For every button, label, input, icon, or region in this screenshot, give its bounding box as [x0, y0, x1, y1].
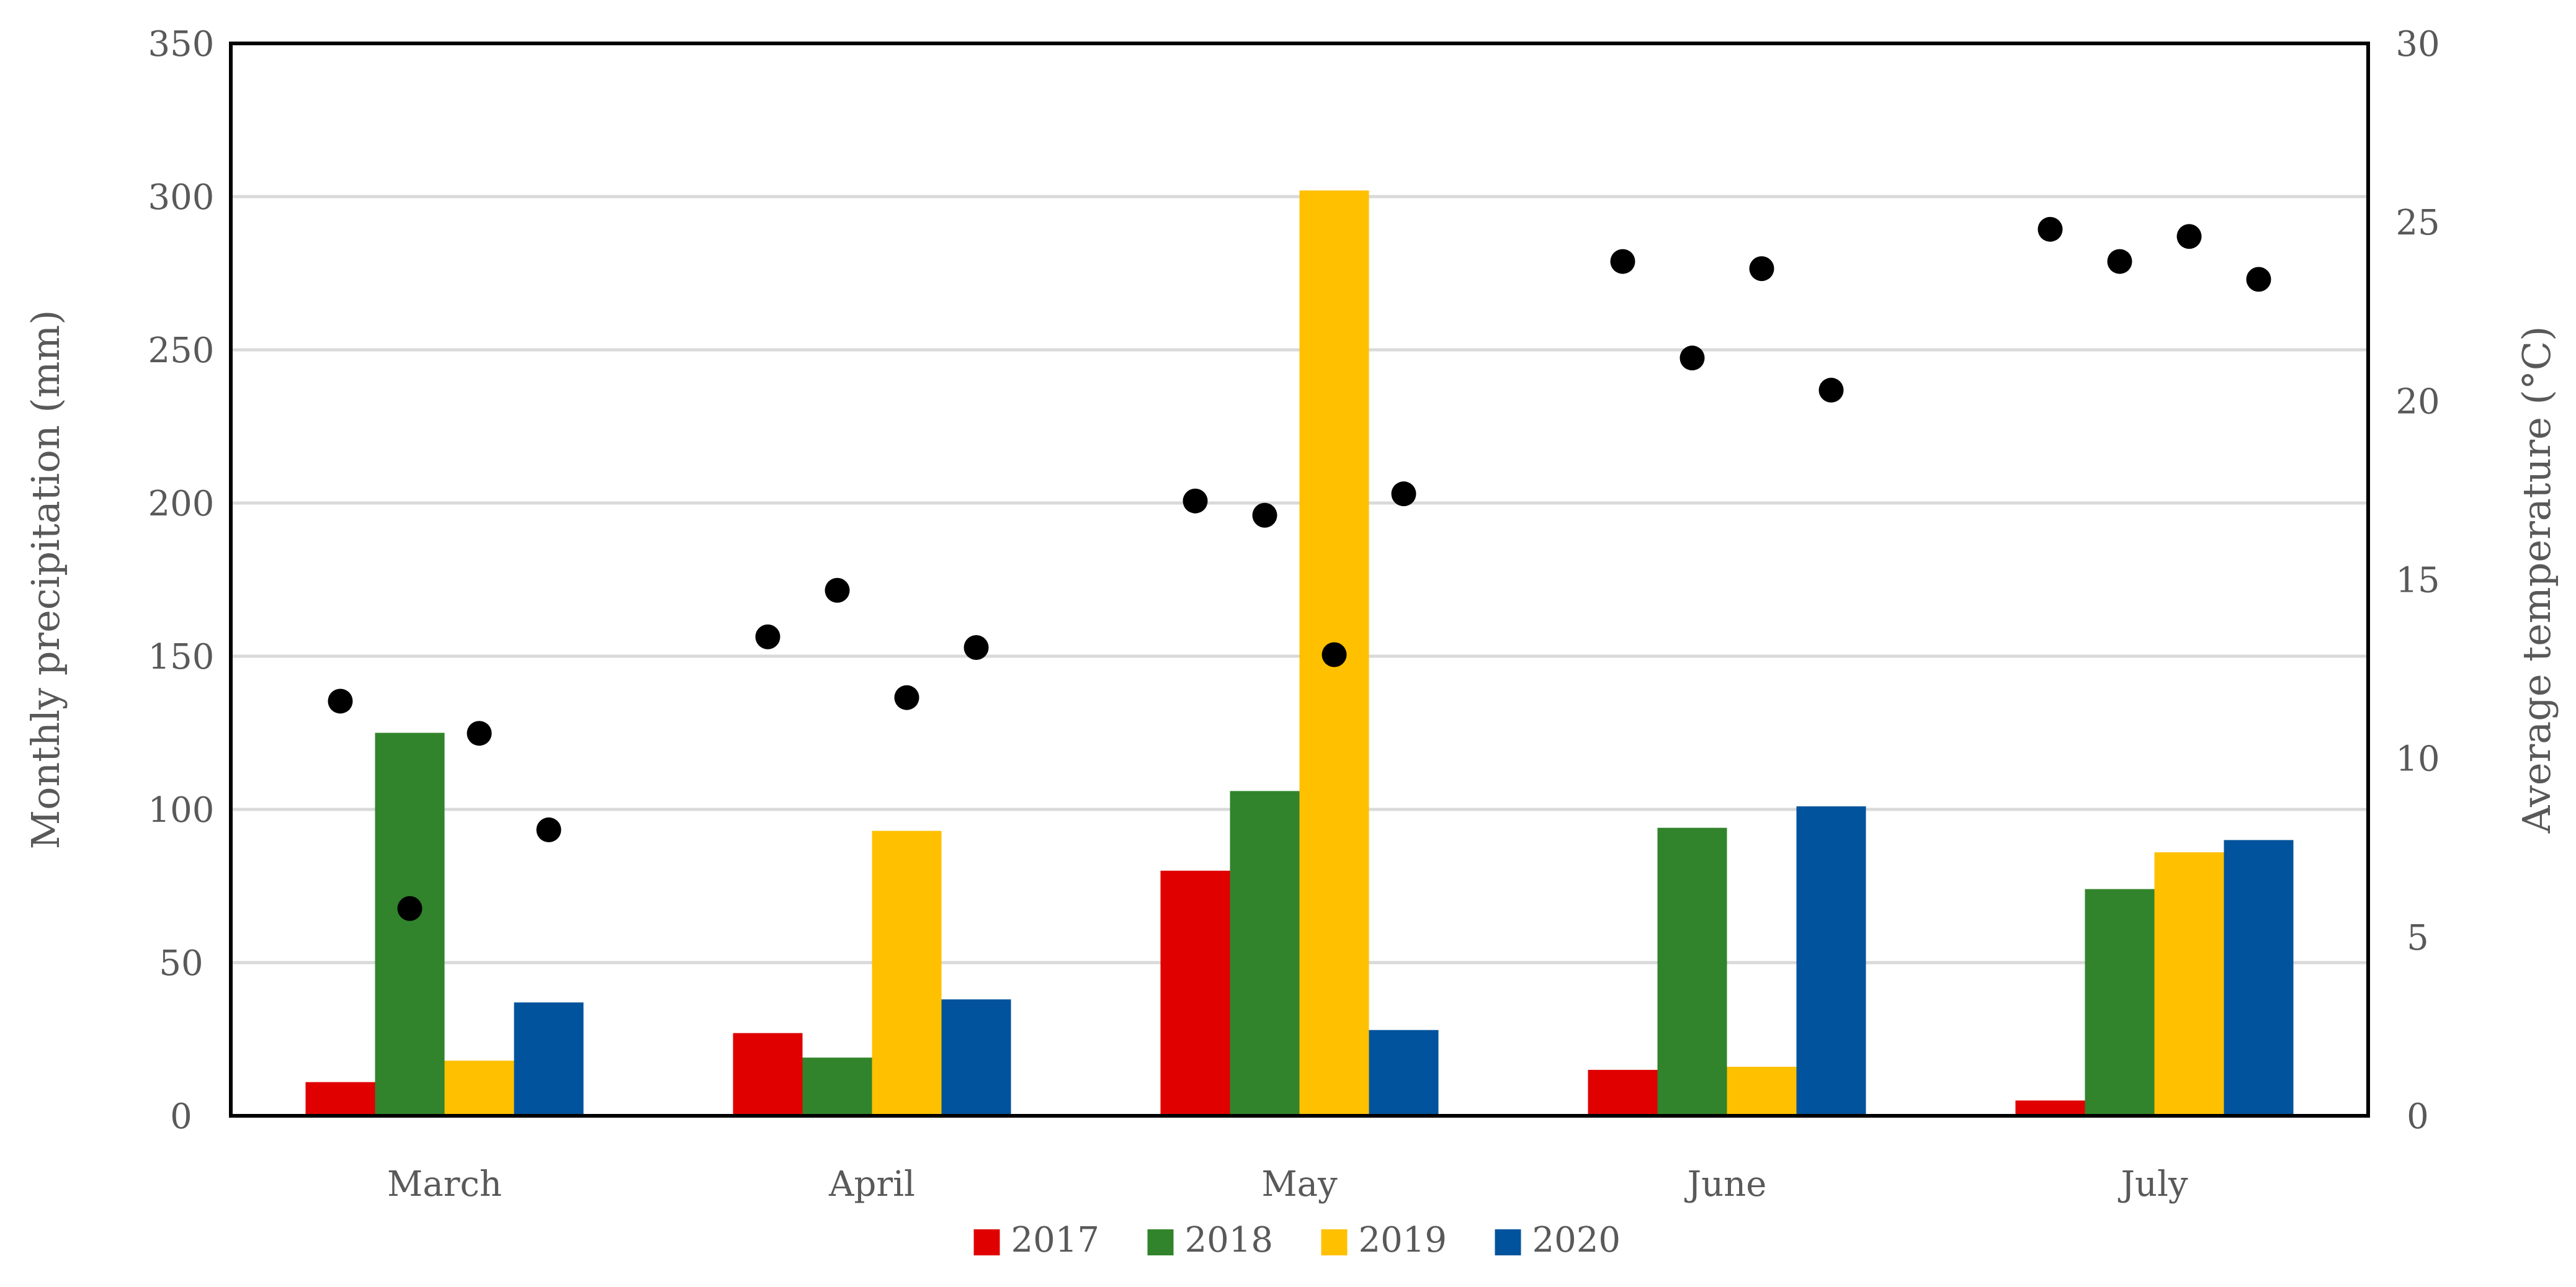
bar-march-2020 [514, 1002, 584, 1116]
bar-may-2017 [1160, 870, 1230, 1116]
temperature-point-may-2018 [1252, 502, 1277, 528]
bar-june-2019 [1727, 1066, 1797, 1116]
category-label: June [1684, 1164, 1767, 1205]
bar-april-2019 [872, 831, 942, 1116]
bar-july-2018 [2085, 889, 2155, 1116]
temperature-point-june-2018 [1679, 345, 1705, 371]
bar-may-2020 [1369, 1030, 1439, 1116]
bar-march-2018 [375, 733, 445, 1116]
temperature-point-march-2017 [328, 688, 353, 714]
category-labels: March April May June July [387, 1164, 2188, 1205]
y-tick-label: 250 [148, 331, 215, 371]
bar-july-2020 [2224, 840, 2294, 1116]
temperature-point-july-2019 [2176, 224, 2202, 249]
y-tick-label: 200 [148, 484, 215, 524]
bar-july-2019 [2154, 852, 2224, 1116]
temperature-point-july-2018 [2107, 249, 2132, 274]
y2-tick-label: 10 [2395, 739, 2440, 780]
y2-tick-label: 0 [2407, 1097, 2429, 1137]
temperature-point-july-2017 [2037, 216, 2063, 242]
legend-swatch-2019 [1321, 1229, 1348, 1255]
legend-label-2018: 2018 [1185, 1220, 1274, 1260]
y-tick-label: 50 [159, 943, 203, 984]
legend: 2017 2018 2019 2020 [973, 1220, 1621, 1260]
y2-tick-label: 15 [2395, 561, 2440, 601]
legend-swatch-2020 [1495, 1229, 1521, 1255]
legend-swatch-2017 [973, 1229, 1000, 1255]
temperature-point-april-2018 [825, 577, 850, 603]
y-tick-label: 300 [148, 177, 215, 218]
right-axis-ticks: 0 5 10 15 20 25 30 [2395, 24, 2440, 1137]
temperature-points [328, 216, 2271, 921]
y2-tick-label: 20 [2395, 381, 2440, 422]
temperature-point-may-2020 [1391, 481, 1416, 507]
y2-tick-label: 25 [2395, 203, 2440, 243]
left-axis-ticks: 0 50 100 150 200 250 300 350 [148, 24, 215, 1137]
temperature-point-june-2019 [1749, 256, 1774, 282]
category-label: April [828, 1164, 915, 1205]
temperature-point-july-2020 [2246, 267, 2271, 292]
category-label: July [2118, 1164, 2188, 1205]
bar-march-2017 [305, 1082, 375, 1116]
temperature-point-march-2020 [536, 817, 561, 842]
bar-march-2019 [444, 1061, 514, 1116]
plot-frame [229, 42, 2370, 1118]
y-tick-label: 350 [148, 24, 215, 65]
y-tick-label: 150 [148, 637, 215, 677]
bar-june-2018 [1657, 827, 1727, 1116]
temperature-point-march-2018 [397, 896, 423, 921]
temperature-point-june-2020 [1818, 378, 1844, 403]
category-label: May [1261, 1164, 1338, 1205]
legend-swatch-2018 [1147, 1229, 1174, 1255]
bar-may-2018 [1230, 791, 1300, 1116]
bar-june-2020 [1796, 806, 1866, 1116]
bar-april-2017 [733, 1033, 803, 1116]
temperature-point-april-2019 [894, 685, 919, 710]
legend-label-2019: 2019 [1359, 1220, 1447, 1260]
temperature-point-march-2019 [467, 721, 492, 746]
legend-label-2020: 2020 [1532, 1220, 1621, 1260]
y-tick-label: 100 [148, 790, 215, 831]
bars [305, 190, 2294, 1116]
y-axis-title: Monthly precipitation (mm) [23, 310, 68, 850]
category-label: March [387, 1164, 502, 1205]
y-tick-label: 0 [170, 1097, 192, 1137]
temperature-point-may-2017 [1183, 488, 1208, 514]
y2-tick-label: 30 [2395, 24, 2440, 65]
temperature-point-june-2017 [1610, 249, 1635, 274]
temperature-point-april-2017 [755, 624, 780, 649]
temperature-point-may-2019 [1322, 642, 1347, 667]
bar-june-2017 [1588, 1069, 1658, 1116]
bar-july-2017 [2015, 1100, 2085, 1116]
y2-tick-label: 5 [2407, 918, 2429, 958]
bar-april-2018 [802, 1058, 872, 1116]
legend-label-2017: 2017 [1011, 1220, 1100, 1260]
y2-axis-title: Average temperature (°C) [2514, 326, 2559, 834]
bar-april-2020 [941, 999, 1011, 1116]
temperature-point-april-2020 [964, 635, 989, 661]
